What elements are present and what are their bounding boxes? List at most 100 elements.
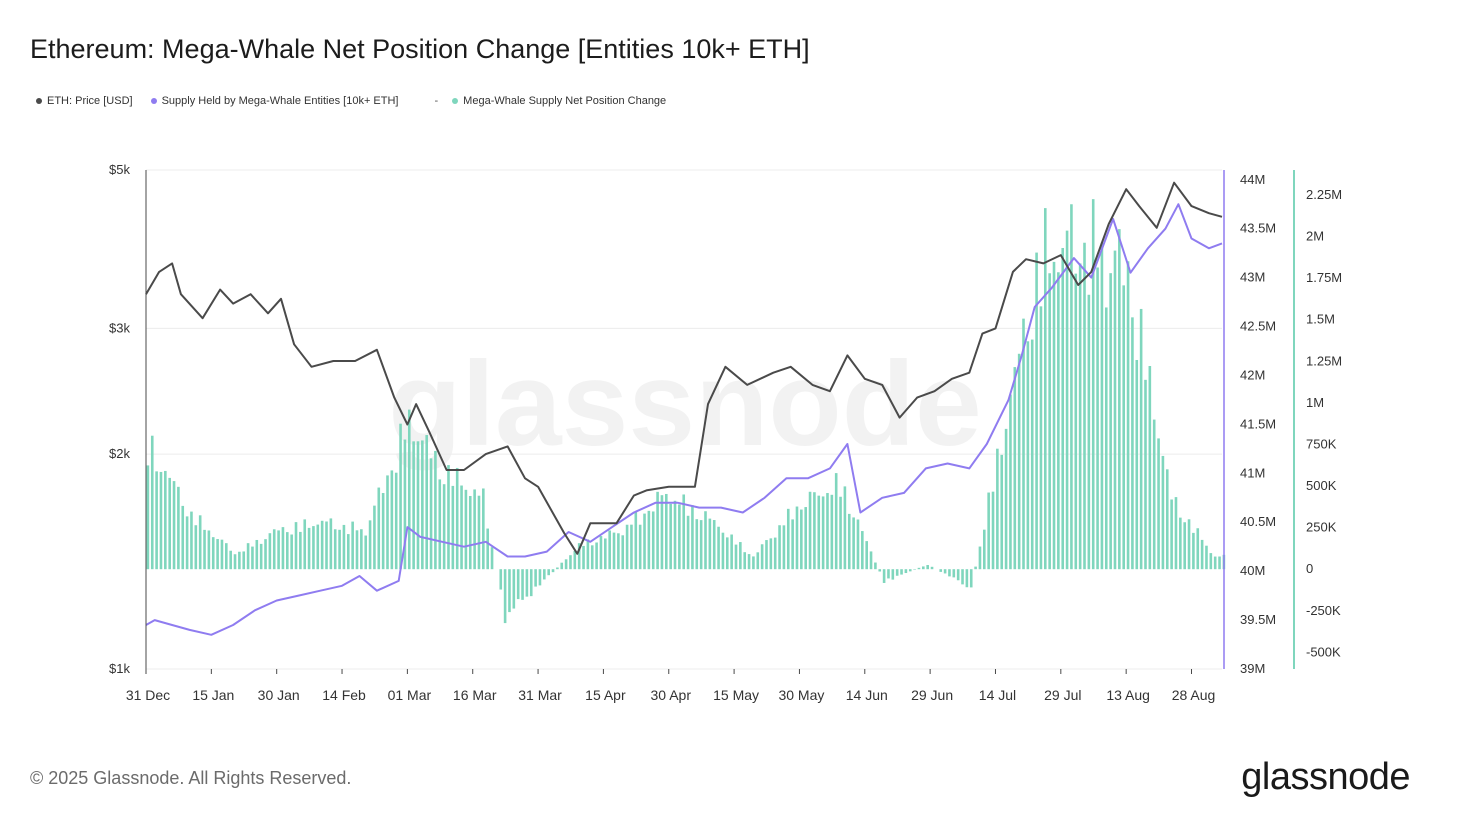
net-change-bar (904, 569, 908, 574)
price-tick-label: $3k (109, 320, 130, 335)
net-change-bar (1135, 359, 1139, 570)
legend-dot-price (36, 98, 42, 104)
net-change-bar (865, 541, 868, 570)
net-change-bar (813, 492, 816, 570)
net-change-bar (190, 511, 193, 570)
supply-tick-label: 43M (1240, 270, 1265, 285)
net-change-bar (821, 496, 825, 570)
supply-tick-label: 39.5M (1240, 612, 1276, 627)
net-change-bar (333, 529, 337, 570)
net-change-bars (146, 199, 1226, 624)
net-change-bar (272, 529, 276, 570)
net-change-bar (299, 531, 302, 570)
net-change-bar (525, 569, 529, 597)
net-change-bar (307, 527, 311, 570)
net-change-bar (969, 569, 973, 588)
net-change-bar (1209, 553, 1213, 570)
supply-tick-label: 39M (1240, 661, 1265, 676)
legend-item-price[interactable]: ETH: Price [USD] (36, 95, 133, 107)
net-change-bar (647, 510, 651, 570)
net-change-bar (547, 569, 550, 576)
net-change-bar (1004, 428, 1008, 570)
x-tick-label: 28 Aug (1172, 687, 1216, 703)
net-change-tick-label: 500K (1306, 478, 1337, 493)
net-change-tick-label: -500K (1306, 644, 1341, 659)
legend: ETH: Price [USD] Supply Held by Mega-Wha… (36, 95, 684, 107)
net-change-bar (808, 491, 812, 570)
net-change-bar (355, 530, 359, 570)
net-change-bar (529, 569, 533, 597)
net-change-bar (556, 567, 559, 570)
supply-tick-label: 41M (1240, 465, 1265, 480)
x-tick-label: 31 Dec (126, 687, 170, 703)
net-change-tick-label: 1.25M (1306, 353, 1342, 368)
net-change-bar (569, 555, 572, 570)
net-change-bar (673, 500, 677, 570)
net-change-bar (407, 409, 411, 570)
net-change-bar (691, 505, 694, 570)
net-change-bar (211, 537, 215, 570)
net-change-bar (268, 533, 272, 570)
x-tick-label: 01 Mar (388, 687, 432, 703)
net-change-bar (725, 537, 729, 570)
net-change-bar (608, 530, 611, 570)
net-change-bar (621, 535, 625, 570)
supply-tick-label: 44M (1240, 172, 1265, 187)
net-change-bar (468, 495, 472, 570)
net-change-bar (965, 569, 969, 588)
net-change-tick-label: 1M (1306, 395, 1324, 410)
net-change-bar (338, 529, 341, 570)
net-change-bar (1192, 532, 1195, 570)
net-change-bar (155, 471, 158, 570)
net-change-bar (368, 520, 372, 570)
net-change-bar (943, 569, 947, 574)
net-change-bar (229, 550, 232, 570)
net-change-bar (1205, 545, 1208, 570)
net-change-bar (573, 550, 577, 570)
net-change-tick-label: -250K (1306, 603, 1341, 618)
net-change-bar (543, 569, 546, 580)
net-change-tick-label: 750K (1306, 436, 1337, 451)
price-tick-label: $5k (109, 162, 130, 177)
net-change-bar (412, 441, 415, 570)
net-change-bar (678, 504, 681, 570)
net-change-bar (225, 543, 228, 570)
net-change-bar (316, 524, 320, 570)
net-change-bar (438, 479, 442, 570)
net-change-bar (660, 495, 664, 570)
net-change-bar (778, 525, 781, 570)
net-change-bar (852, 517, 855, 570)
net-change-bar (394, 472, 398, 570)
net-change-bar (948, 569, 951, 577)
chart-title: Ethereum: Mega-Whale Net Position Change… (30, 34, 810, 64)
net-change-bar (983, 529, 986, 570)
net-change-bar (847, 513, 851, 570)
net-change-bar (220, 539, 224, 570)
net-change-bar (503, 569, 507, 624)
net-change-bar (259, 543, 263, 570)
net-change-bar (1057, 272, 1060, 570)
net-change-bar (325, 521, 328, 570)
net-change-bar (399, 423, 402, 570)
net-change-bar (1170, 499, 1173, 570)
net-change-tick-label: 250K (1306, 520, 1337, 535)
net-change-bar (473, 489, 476, 570)
net-change-bar (181, 505, 185, 570)
net-change-bar (342, 524, 346, 570)
net-change-tick-label: 2.25M (1306, 187, 1342, 202)
net-change-bar (1187, 519, 1191, 570)
legend-item-net-change[interactable]: Mega-Whale Supply Net Position Change (452, 95, 666, 107)
net-change-bar (586, 539, 590, 570)
net-change-bar (329, 518, 333, 570)
net-change-bar (804, 507, 807, 570)
net-change-bar (442, 484, 446, 570)
net-change-bar (251, 546, 254, 570)
net-change-bar (281, 527, 285, 570)
net-change-bar (826, 493, 829, 570)
legend-item-supply[interactable]: Supply Held by Mega-Whale Entities [10k+… (150, 95, 399, 107)
net-change-bar (377, 487, 381, 570)
net-change-bar (451, 485, 455, 570)
net-change-bar (900, 569, 903, 575)
net-change-bar (538, 569, 542, 586)
